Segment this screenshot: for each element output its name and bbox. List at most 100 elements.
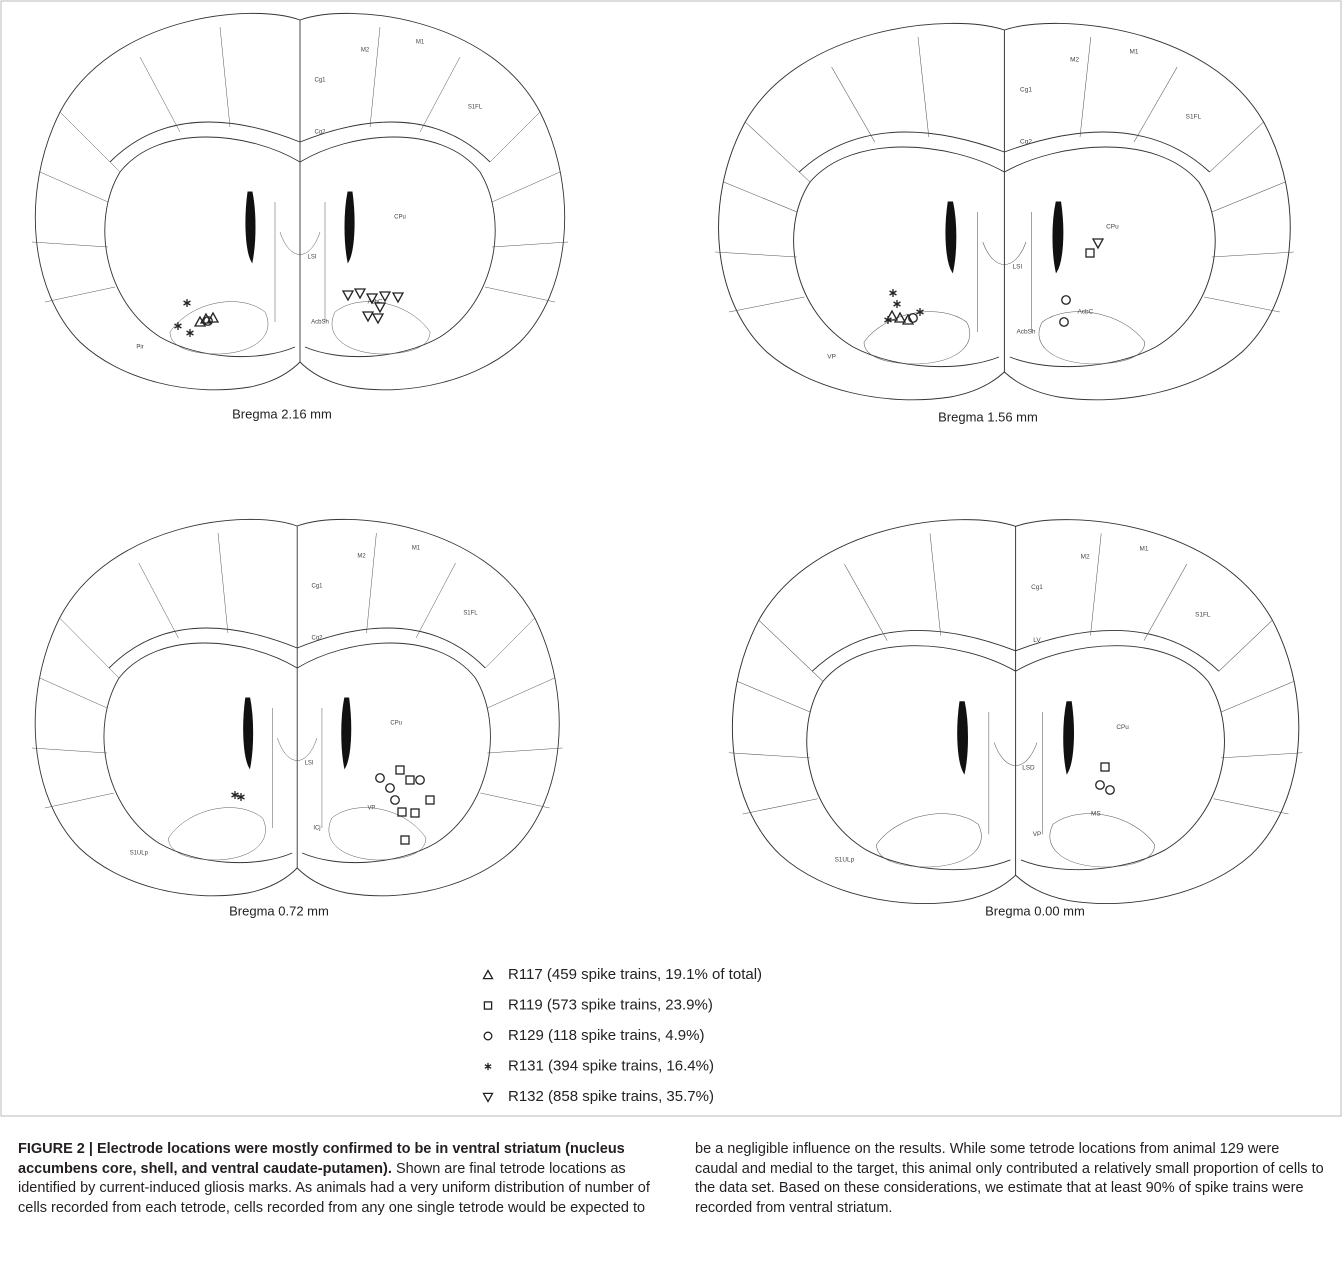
region-label: LV (1033, 637, 1041, 644)
marker-triangle (893, 311, 907, 323)
marker-circle (415, 775, 425, 785)
legend-entry: R119 (573 spike trains, 23.9%) (483, 996, 713, 1013)
region-label: LSI (1013, 264, 1023, 271)
atlas-outline (728, 519, 1303, 905)
region-label: M2 (361, 48, 370, 54)
atlas-outline (31, 518, 564, 897)
legend-text: R117 (459 spike trains, 19.1% of total) (508, 966, 762, 983)
region-label: M1 (416, 40, 425, 46)
legend-entry: R131 (394 spike trains, 16.4%) (484, 1057, 714, 1074)
marker-star (237, 793, 245, 801)
legend-text: R129 (118 spike trains, 4.9%) (508, 1027, 705, 1044)
marker-triangle (885, 309, 899, 321)
region-label: ICj (313, 826, 320, 832)
marker-inverted-triangle (365, 293, 379, 305)
marker-square (405, 775, 415, 785)
marker-star (889, 289, 897, 297)
region-label: AcbSh (311, 320, 329, 326)
figure: Cg1 M2 M1 S1FL Cg2 CPu LSI AcbC AcbSh Pir Bregma 2… (0, 0, 1342, 1117)
region-label: S1ULp (130, 851, 149, 857)
region-label: M1 (1130, 49, 1140, 56)
atlas-panel: Cg1 M2 M1 S1FL Cg2 CPu LSI AcbC AcbSh VP (714, 22, 1295, 401)
region-label: S1FL (463, 611, 478, 617)
marker-circle (908, 313, 918, 323)
region-label: Cg1 (312, 584, 324, 590)
region-label: LSI (307, 255, 316, 261)
legend-text: R132 (858 spike trains, 35.7%) (508, 1088, 714, 1105)
marker-triangle (482, 969, 494, 980)
region-label: S1FL (1186, 114, 1202, 121)
region-label: S1FL (468, 105, 483, 111)
region-label: S1ULp (835, 857, 855, 864)
region-label: Cg2 (1020, 139, 1032, 146)
region-label: M1 (412, 546, 421, 552)
region-label: Cg1 (1031, 584, 1043, 591)
legend-entry: R117 (459 spike trains, 19.1% of total) (482, 966, 762, 983)
atlas-panel: Cg1 M2 M1 S1FL LV CPu LSD MS VP S1ULp (728, 519, 1303, 905)
marker-circle (1059, 317, 1069, 327)
caption-title: FIGURE 2 | Electrode locations were most… (18, 1141, 625, 1177)
marker-inverted-triangle (371, 313, 385, 325)
figure-border (0, 0, 1342, 1117)
marker-inverted-triangle (378, 291, 392, 303)
marker-star (174, 322, 182, 330)
bregma-label: Bregma 0.00 mm (985, 903, 1085, 918)
region-label: AcbC (1077, 309, 1093, 316)
marker-star (186, 329, 194, 337)
marker-inverted-triangle (361, 311, 375, 323)
region-label: Cg1 (1020, 87, 1032, 94)
region-label: M2 (357, 554, 366, 560)
marker-triangle (901, 313, 915, 325)
region-label: MS (1091, 811, 1101, 818)
region-label: VP (827, 354, 836, 361)
atlas-outline (714, 22, 1295, 401)
tetrode-markers (231, 765, 435, 845)
region-label: CPu (1106, 224, 1119, 231)
region-label: CPu (1116, 724, 1129, 731)
bregma-label: Bregma 0.72 mm (229, 903, 329, 918)
marker-square (1100, 762, 1110, 772)
region-label: Cg1 (314, 78, 326, 84)
marker-inverted-triangle (1091, 238, 1105, 250)
marker-square (483, 1001, 493, 1010)
marker-star (183, 299, 191, 307)
tetrode-markers (174, 288, 405, 337)
marker-square (395, 765, 405, 775)
marker-square (410, 808, 420, 818)
marker-circle (483, 1031, 493, 1041)
region-label: CPu (390, 721, 402, 727)
region-label: VP (1033, 831, 1042, 838)
marker-square (397, 807, 407, 817)
marker-inverted-triangle (482, 1092, 494, 1103)
bregma-label: Bregma 2.16 mm (232, 406, 332, 421)
tetrode-markers (1095, 762, 1115, 795)
marker-circle (390, 795, 400, 805)
caption-left: FIGURE 2 | Electrode locations were most… (18, 1140, 678, 1218)
marker-inverted-triangle (373, 302, 387, 314)
region-label: CPu (394, 215, 406, 221)
marker-inverted-triangle (341, 290, 355, 302)
marker-star (231, 791, 239, 799)
marker-square (425, 795, 435, 805)
region-label: LSD (1022, 765, 1035, 772)
marker-circle (1105, 785, 1115, 795)
region-label: LSI (305, 761, 314, 767)
marker-circle (203, 316, 213, 326)
atlas-outline (31, 12, 569, 391)
legend-entry: R129 (118 spike trains, 4.9%) (483, 1027, 705, 1044)
marker-circle (385, 783, 395, 793)
region-label: Pir (136, 345, 143, 351)
marker-circle (1061, 295, 1071, 305)
marker-star (916, 308, 924, 316)
tetrode-markers (884, 238, 1105, 327)
marker-star (484, 1062, 492, 1071)
marker-square (400, 835, 410, 845)
region-label: Cg2 (312, 636, 324, 642)
region-label: VP (367, 806, 375, 812)
legend-text: R131 (394 spike trains, 16.4%) (508, 1057, 714, 1074)
region-label: M1 (1140, 546, 1149, 553)
marker-inverted-triangle (391, 292, 405, 304)
marker-inverted-triangle (353, 288, 367, 300)
